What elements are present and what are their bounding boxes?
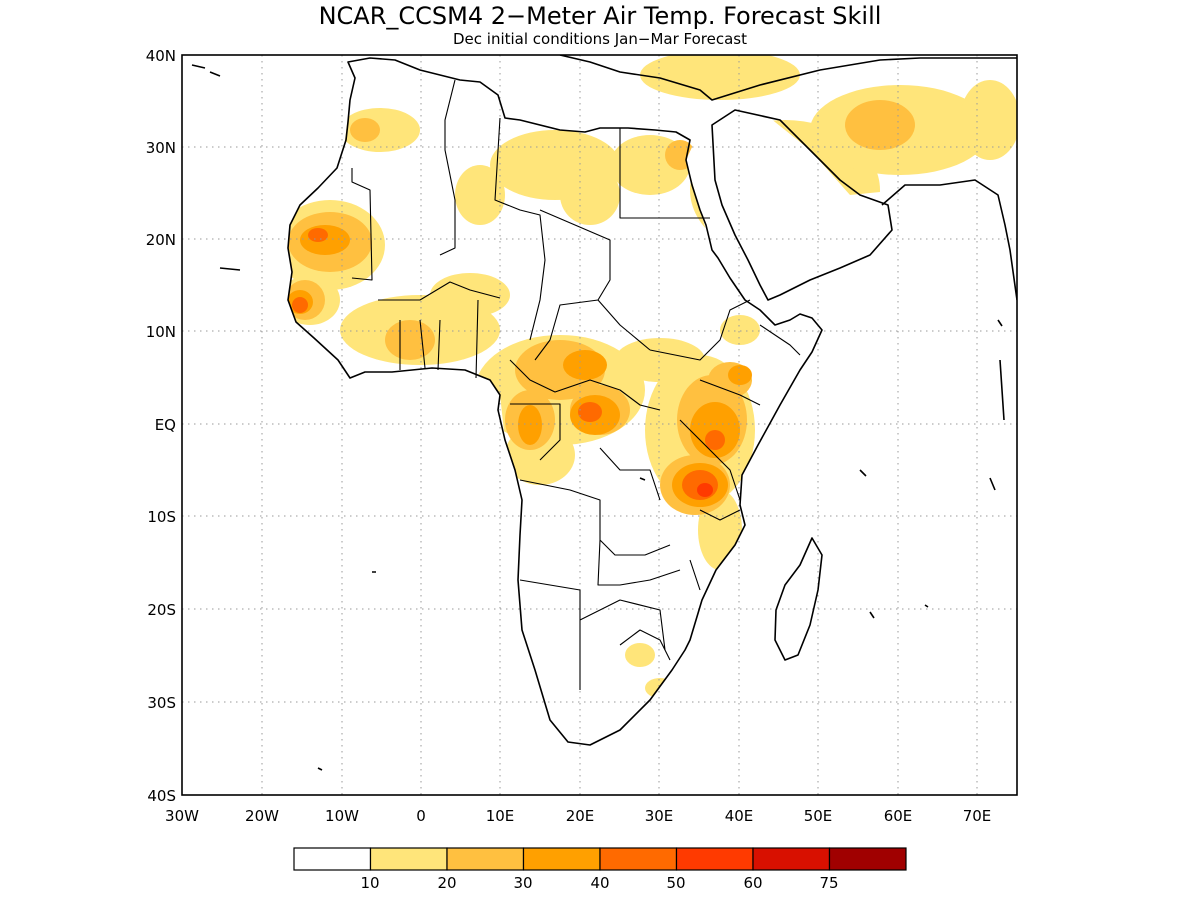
- colorbar: 10 20 30 40 50 60 75: [293, 847, 907, 892]
- lon-tick-label: 30E: [645, 807, 674, 825]
- map-subtitle: Dec initial conditions Jan−Mar Forecast: [453, 30, 747, 48]
- lon-tick-label: 20W: [245, 807, 279, 825]
- colorbar-swatch-4: [599, 847, 678, 871]
- lat-tick-label: 30N: [146, 139, 176, 157]
- lon-tick-label: 70E: [963, 807, 992, 825]
- plot-frame: [181, 54, 1018, 796]
- colorbar-swatch-2: [446, 847, 525, 871]
- lon-tick-label: 30W: [165, 807, 199, 825]
- map-title: NCAR_CCSM4 2−Meter Air Temp. Forecast Sk…: [319, 2, 882, 30]
- shading-level-50-60: [697, 483, 713, 497]
- country-borders: [351, 79, 801, 690]
- lat-tick-label: 30S: [147, 694, 176, 712]
- colorbar-label: 30: [513, 874, 532, 892]
- colorbar-swatch-1: [369, 847, 448, 871]
- colorbar-swatch-3: [522, 847, 601, 871]
- colorbar-label: 50: [666, 874, 685, 892]
- colorbar-label: 60: [743, 874, 762, 892]
- lat-tick-label: 20N: [146, 231, 176, 249]
- colorbar-label: 10: [360, 874, 379, 892]
- lon-tick-label: 40E: [725, 807, 754, 825]
- lon-tick-label: 50E: [804, 807, 833, 825]
- madagascar-coastline: [774, 537, 823, 661]
- lon-tick-label: 10E: [486, 807, 515, 825]
- latitude-axis: 40N 30N 20N 10N EQ 10S 20S 30S 40S: [146, 47, 176, 805]
- lon-tick-label: 0: [416, 807, 426, 825]
- lat-tick-label: EQ: [155, 416, 176, 434]
- shading-level-30-40: [288, 225, 752, 507]
- colorbar-swatch-5: [675, 847, 754, 871]
- lon-tick-label: 20E: [566, 807, 595, 825]
- colorbar-label: 20: [437, 874, 456, 892]
- lon-tick-label: 10W: [325, 807, 359, 825]
- lat-tick-label: 10S: [147, 508, 176, 526]
- africa-coastline: [287, 57, 823, 746]
- islands: [191, 64, 1005, 771]
- arabia-coastline: [711, 109, 893, 301]
- lat-tick-label: 10N: [146, 323, 176, 341]
- colorbar-swatch-6: [752, 847, 831, 871]
- colorbar-swatch-7: [828, 847, 907, 871]
- colorbar-swatch-0: [293, 847, 372, 871]
- lat-tick-label: 20S: [147, 601, 176, 619]
- eurasia-coastline: [559, 55, 1017, 301]
- colorbar-label: 40: [590, 874, 609, 892]
- colorbar-label: 75: [819, 874, 838, 892]
- lon-tick-label: 60E: [884, 807, 913, 825]
- lat-tick-label: 40S: [147, 787, 176, 805]
- graticule: [182, 55, 1017, 795]
- longitude-axis: 30W 20W 10W 0 10E 20E 30E 40E 50E 60E 70…: [165, 807, 991, 825]
- lat-tick-label: 40N: [146, 47, 176, 65]
